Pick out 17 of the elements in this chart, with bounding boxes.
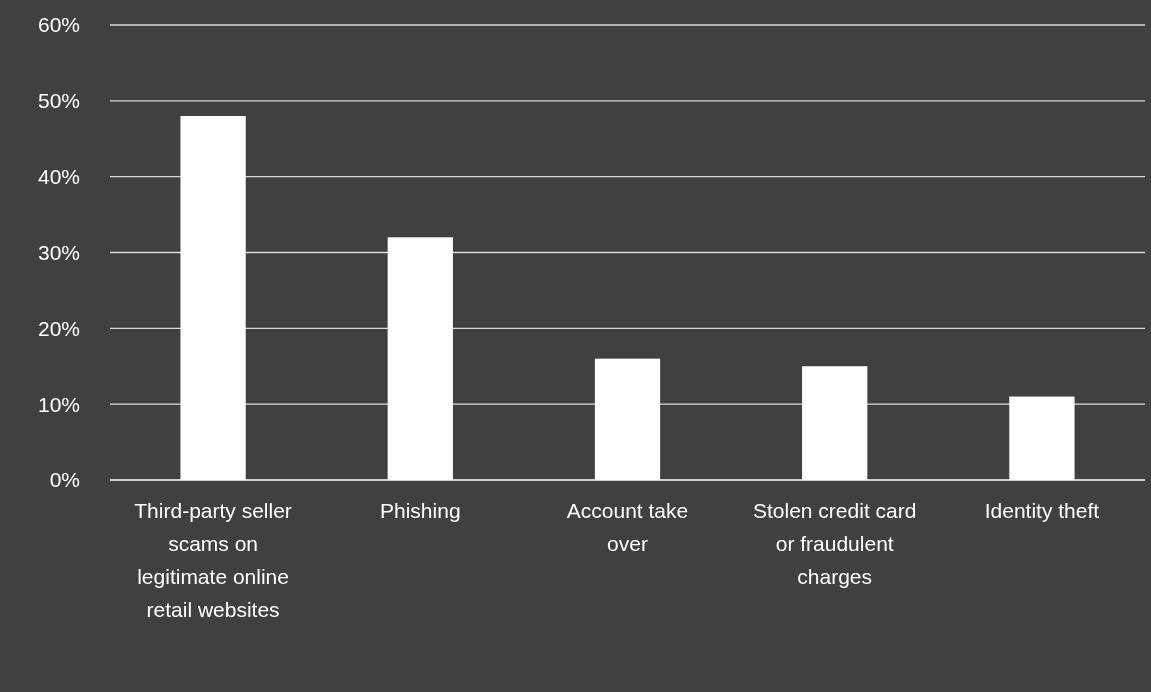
x-tick-label: Phishing <box>380 499 461 522</box>
y-tick-label: 10% <box>37 392 80 416</box>
y-tick-label: 60% <box>37 13 80 37</box>
y-tick-label: 40% <box>37 165 80 189</box>
y-tick-label: 50% <box>37 89 80 113</box>
x-tick-label: Stolen credit card or fraudulent charges <box>753 499 917 588</box>
bar <box>1009 396 1075 480</box>
y-tick-label: 20% <box>37 316 80 340</box>
bar <box>594 358 661 480</box>
x-tick-label: Third-party seller scams on legitimate online retail websites <box>134 499 292 621</box>
y-tick-label: 30% <box>37 240 80 264</box>
x-tick-label: Account take over <box>566 499 689 555</box>
bar <box>802 366 868 480</box>
y-tick-label: 0% <box>49 468 80 492</box>
bar <box>387 237 453 480</box>
x-tick-label: Identity theft <box>984 499 1100 522</box>
bar <box>180 116 246 480</box>
